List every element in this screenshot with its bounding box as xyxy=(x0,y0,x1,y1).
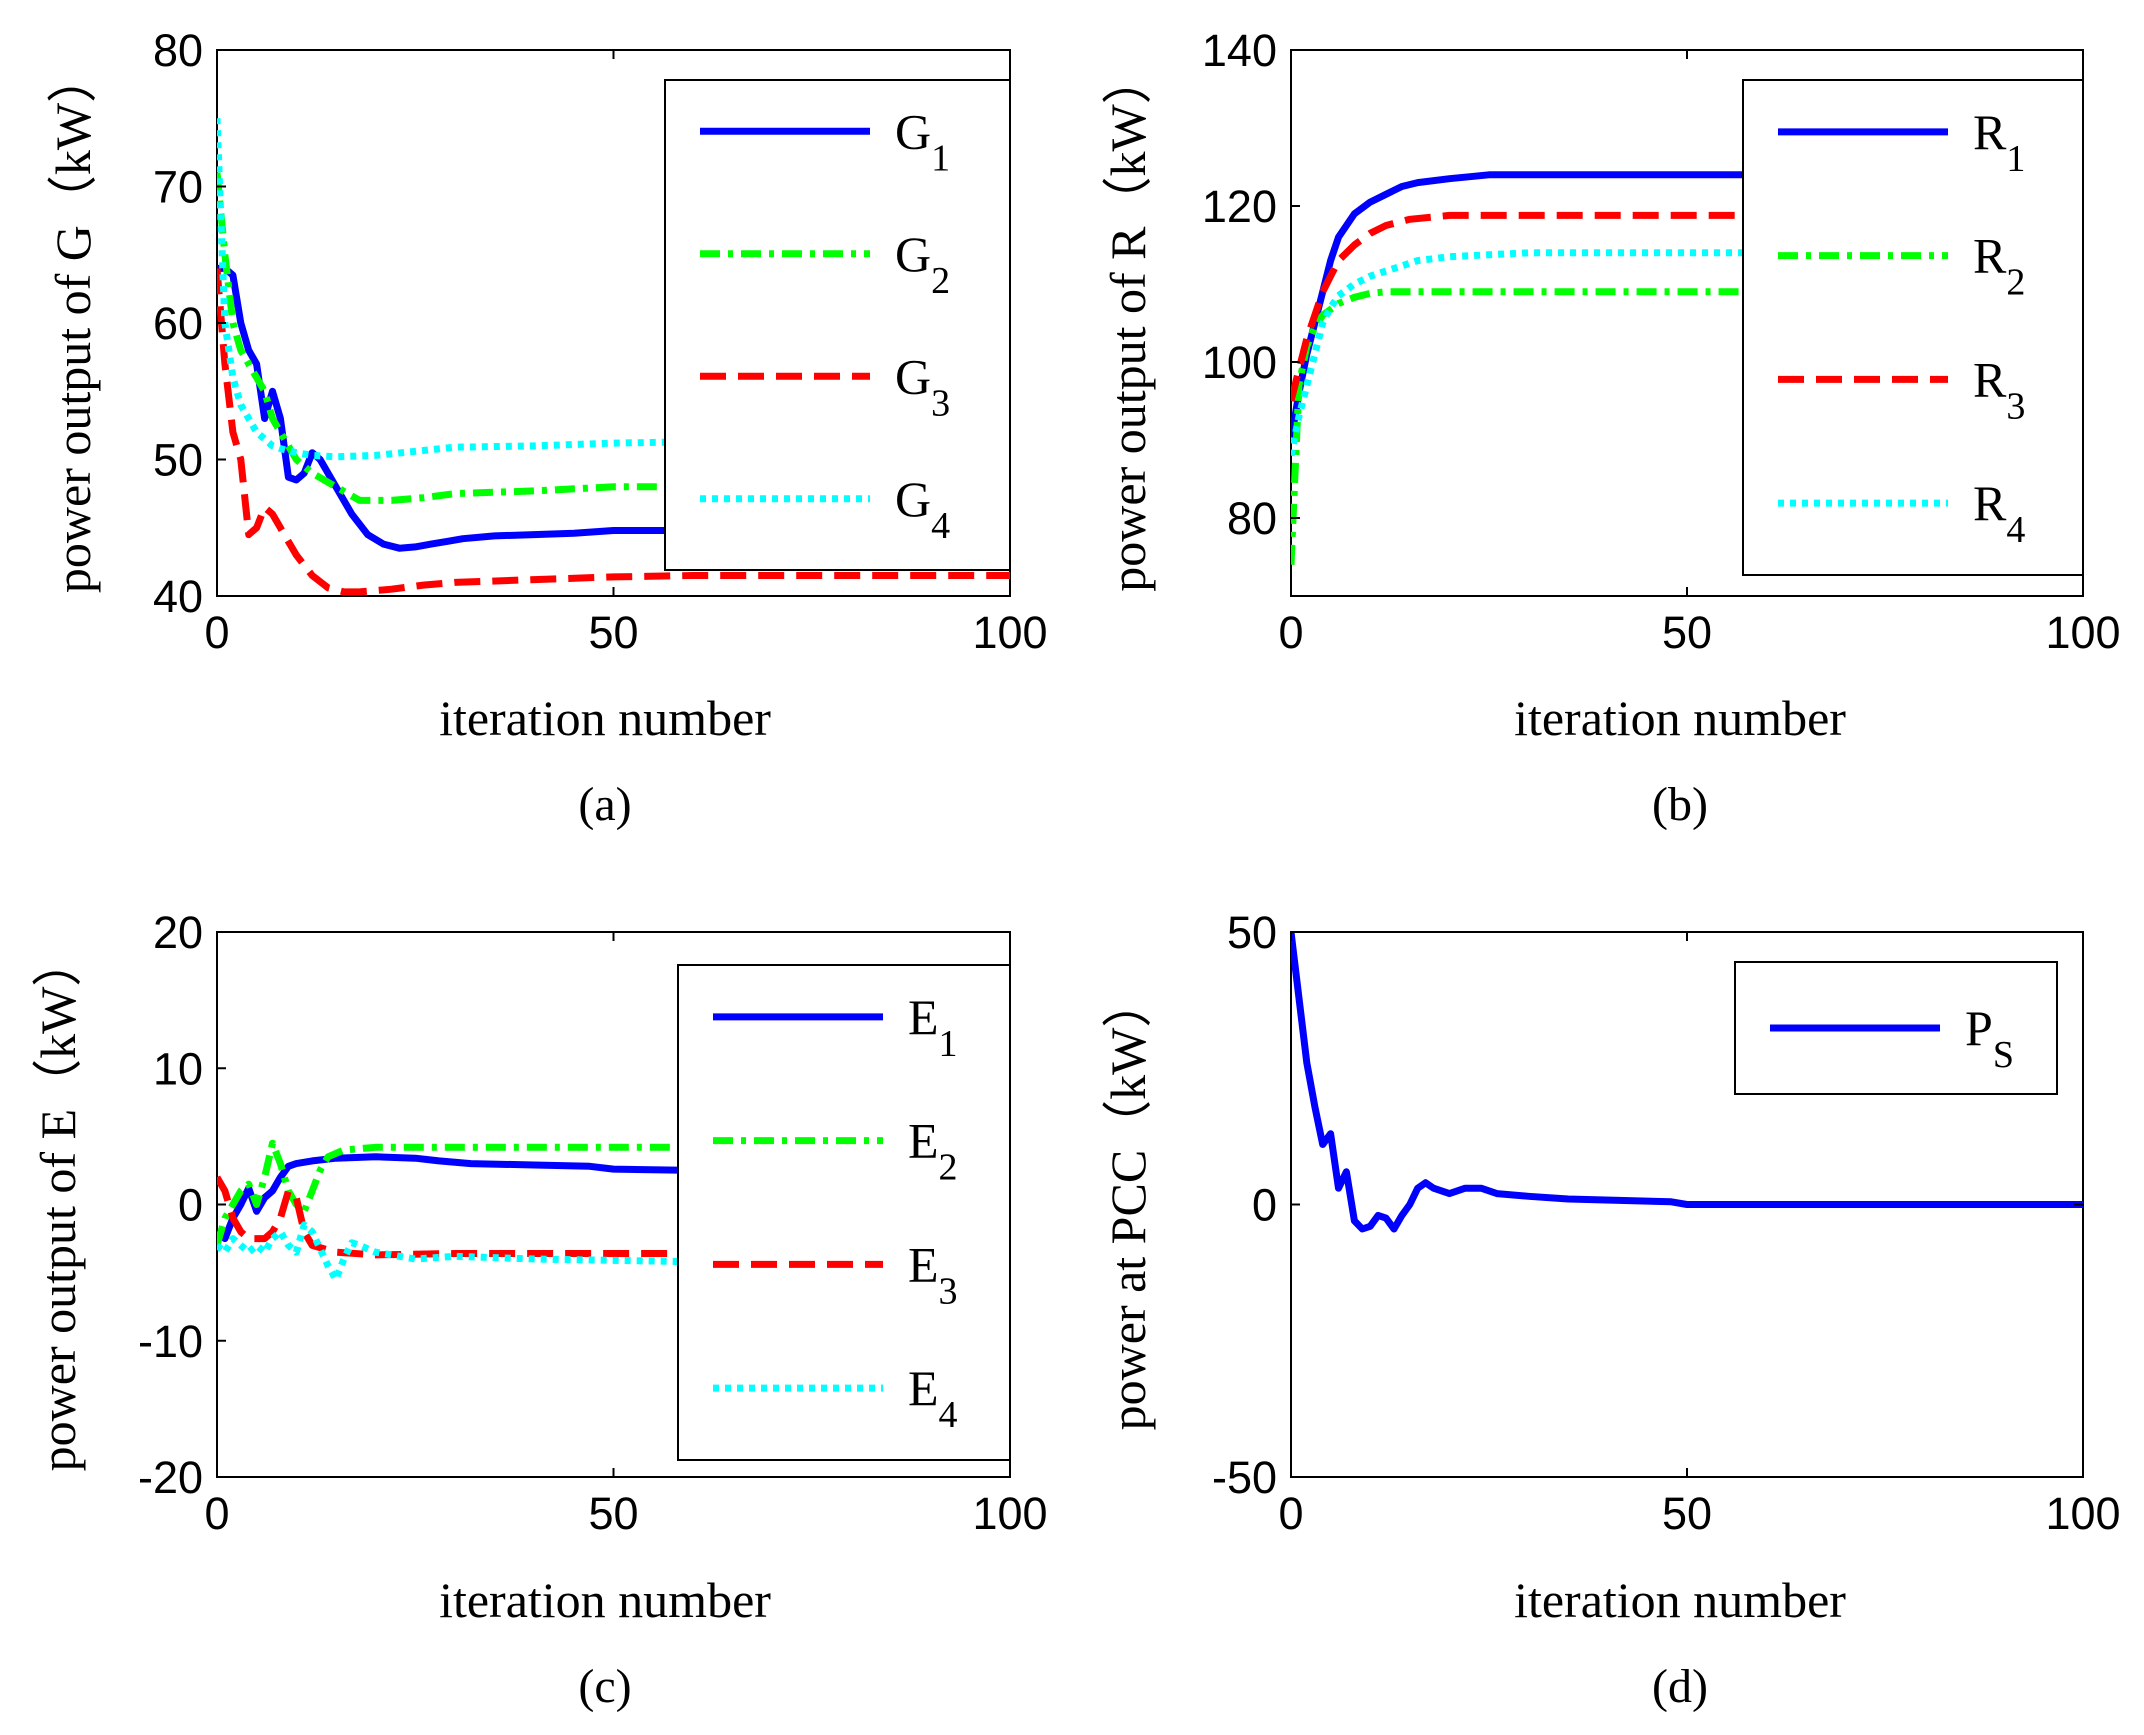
y-tick-label: -50 xyxy=(1212,1452,1277,1503)
y-tick-label: 140 xyxy=(1202,25,1277,76)
y-tick-label: 0 xyxy=(178,1180,203,1231)
x-tick-labels: 0 50 100 xyxy=(1278,50,2121,658)
y-axis-label: power at PCC（kW） xyxy=(1100,978,1156,1431)
x-tick-label: 50 xyxy=(1662,607,1712,658)
legend-label-g3: G3 xyxy=(895,348,950,424)
x-tick-label: 100 xyxy=(972,607,1047,658)
y-tick-labels: -50 0 50 xyxy=(1212,907,2083,1503)
y-tick-label: 100 xyxy=(1202,337,1277,388)
y-tick-label: 70 xyxy=(153,162,203,213)
y-tick-label: 80 xyxy=(153,25,203,76)
legend-label-g4: G4 xyxy=(895,471,950,547)
y-tick-label: 20 xyxy=(153,907,203,958)
legend-box xyxy=(1742,79,2084,576)
legend-label-r2: R2 xyxy=(1973,228,2025,304)
y-tick-label: 0 xyxy=(1252,1180,1277,1231)
y-tick-label: 10 xyxy=(153,1043,203,1094)
x-tick-label: 0 xyxy=(1278,1488,1303,1539)
x-tick-label: 100 xyxy=(2045,1488,2120,1539)
legend-label-r3: R3 xyxy=(1973,351,2025,427)
y-axis-label: power output of R（kW） xyxy=(1100,54,1156,591)
series-group xyxy=(217,1139,1010,1283)
series-line-g3 xyxy=(217,268,1010,596)
series-group xyxy=(1291,932,2083,1233)
legend-label-r4: R4 xyxy=(1973,475,2025,551)
legend: E1 E2 E3 E4 xyxy=(677,964,1011,1461)
legend-box xyxy=(664,79,1011,571)
x-tick-label: 0 xyxy=(1278,607,1303,658)
panel-caption: (a) xyxy=(578,778,631,831)
y-tick-label: 120 xyxy=(1202,181,1277,232)
legend-label-ps: PS xyxy=(1965,1000,2014,1076)
series-line-g4 xyxy=(217,118,1010,461)
series-line-r3 xyxy=(1291,211,2083,402)
legend-label-e2: E2 xyxy=(908,1113,958,1189)
legend-label-g2: G2 xyxy=(895,226,950,302)
x-tick-label: 100 xyxy=(2045,607,2120,658)
x-tick-label: 100 xyxy=(972,1488,1047,1539)
legend-label-e3: E3 xyxy=(908,1236,958,1312)
x-tick-label: 50 xyxy=(1662,1488,1712,1539)
y-tick-label: 50 xyxy=(153,435,203,486)
x-tick-label: 50 xyxy=(588,607,638,658)
y-tick-label: -10 xyxy=(138,1316,203,1367)
panel-caption: (d) xyxy=(1652,1660,1708,1713)
series-line-g1 xyxy=(217,264,1010,552)
y-tick-label: 50 xyxy=(1227,907,1277,958)
x-axis-label: iteration number xyxy=(439,690,771,746)
x-tick-label: 0 xyxy=(204,607,229,658)
y-tick-label: 80 xyxy=(1227,493,1277,544)
panel-caption: (b) xyxy=(1652,778,1708,831)
y-tick-labels: -20 -10 0 10 20 xyxy=(138,907,1010,1503)
series-line-r2 xyxy=(1291,288,2083,565)
y-tick-label: 40 xyxy=(153,571,203,622)
x-axis-label: iteration number xyxy=(1514,690,1846,746)
x-tick-labels: 0 50 100 xyxy=(204,50,1048,658)
y-tick-label: 60 xyxy=(153,298,203,349)
series-line-ps xyxy=(1291,932,2083,1233)
x-axis-label: iteration number xyxy=(1514,1572,1846,1628)
legend: PS xyxy=(1734,961,2058,1095)
y-axis-label: power output of G（kW） xyxy=(45,53,101,593)
x-axis-label: iteration number xyxy=(439,1572,771,1628)
series-line-r1 xyxy=(1291,171,2083,441)
series-line-e1 xyxy=(217,1153,1010,1243)
x-tick-labels: 0 50 100 xyxy=(204,932,1048,1539)
panel-b: 80 100 120 140 0 50 100 power output of R（kW）… xyxy=(1100,25,2121,831)
legend-box xyxy=(677,964,1011,1461)
legend-label-g1: G1 xyxy=(895,103,950,179)
series-line-g2 xyxy=(217,172,1010,504)
y-tick-labels: 80 100 120 140 xyxy=(1202,25,2083,544)
panel-caption: (c) xyxy=(578,1660,631,1713)
legend-label-e4: E4 xyxy=(908,1360,958,1436)
legend: G1 G2 G3 G4 xyxy=(664,79,1011,571)
series-line-r4 xyxy=(1291,249,2083,457)
x-tick-label: 0 xyxy=(204,1488,229,1539)
series-group xyxy=(1291,171,2083,565)
x-tick-label: 50 xyxy=(588,1488,638,1539)
legend-label-r1: R1 xyxy=(1973,104,2025,180)
series-line-e2 xyxy=(217,1139,1010,1247)
legend-label-e1: E1 xyxy=(908,989,958,1065)
y-tick-labels: 40 50 60 70 80 xyxy=(153,25,1010,622)
y-tick-label: -20 xyxy=(138,1452,203,1503)
legend: R1 R2 R3 R4 xyxy=(1742,79,2084,576)
series-group xyxy=(217,118,1010,596)
series-line-e3 xyxy=(217,1175,1010,1259)
panel-c: -20 -10 0 10 20 0 50 100 power output of E（kW）… xyxy=(30,907,1048,1713)
y-axis-label: power output of E（kW） xyxy=(30,937,86,1472)
series-line-e4 xyxy=(217,1221,1010,1283)
x-tick-labels: 0 50 100 xyxy=(1278,932,2121,1539)
